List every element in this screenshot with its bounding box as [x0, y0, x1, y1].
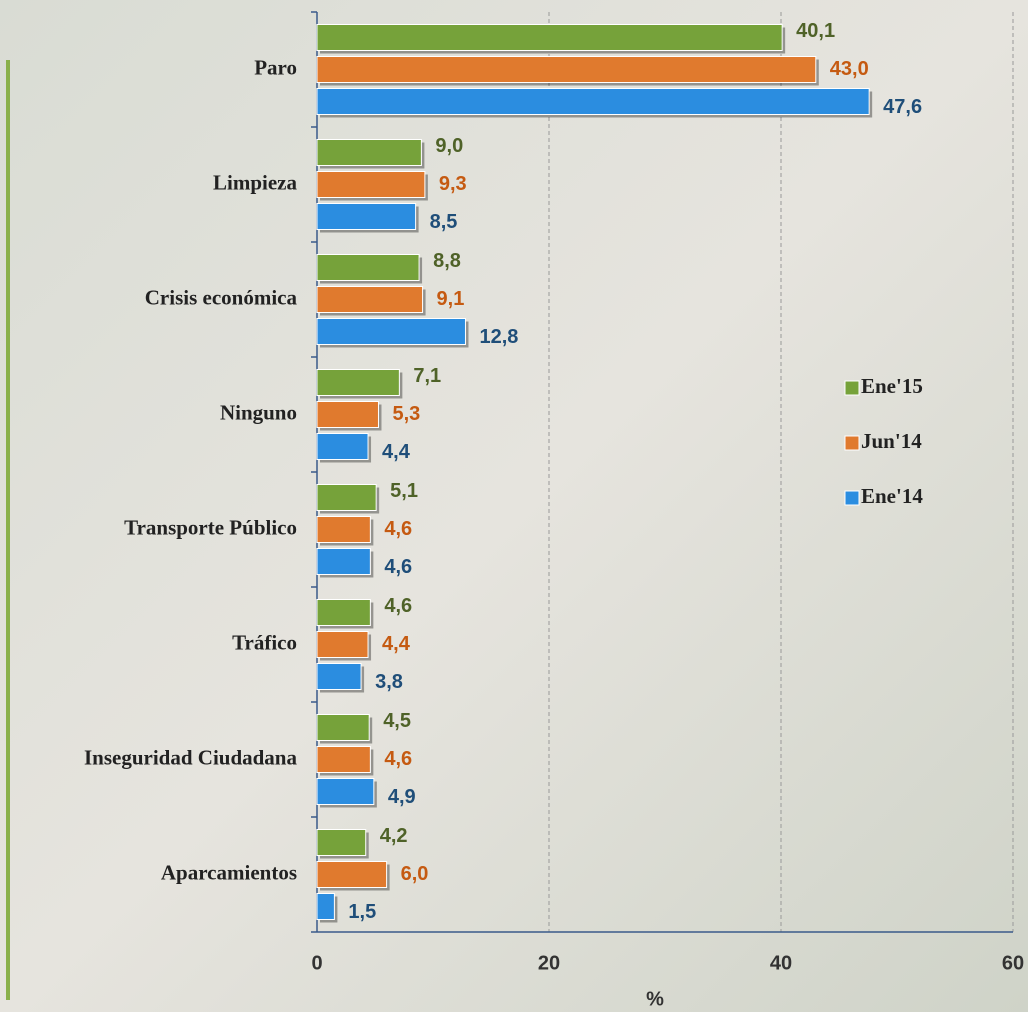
value-label: 4,6	[384, 595, 412, 617]
value-label: 4,6	[384, 556, 412, 578]
legend-label: Ene'15	[861, 374, 923, 398]
category-label: Aparcamientos	[161, 860, 297, 884]
bar	[316, 484, 377, 511]
legend-swatch	[844, 490, 860, 506]
value-label: 3,8	[375, 671, 403, 693]
x-tick-label: 40	[770, 952, 792, 974]
category-label: Ninguno	[220, 400, 297, 424]
value-label: 43,0	[830, 58, 869, 80]
legend-swatch	[844, 435, 860, 451]
bar	[316, 24, 783, 51]
value-label: 47,6	[883, 96, 922, 118]
value-label: 4,6	[384, 518, 412, 540]
value-label: 9,0	[435, 135, 463, 157]
value-label: 4,4	[382, 441, 411, 463]
bar	[316, 318, 466, 345]
category-label: Limpieza	[213, 170, 297, 194]
bar	[316, 631, 369, 658]
value-label: 4,4	[382, 633, 411, 655]
legend-label: Ene'14	[861, 484, 923, 508]
value-label: 6,0	[401, 863, 429, 885]
value-label: 8,5	[430, 211, 458, 233]
value-label: 12,8	[479, 326, 518, 348]
category-label: Paro	[254, 55, 297, 79]
value-label: 4,5	[383, 710, 411, 732]
bar	[316, 829, 367, 856]
value-label: 4,6	[384, 748, 412, 770]
legend-label: Jun'14	[861, 429, 922, 453]
legend-swatch	[844, 380, 860, 396]
value-label: 7,1	[413, 365, 441, 387]
bar	[316, 663, 362, 690]
bar	[316, 56, 817, 83]
value-label: 9,1	[437, 288, 465, 310]
category-label: Tráfico	[232, 630, 297, 654]
bar	[316, 714, 370, 741]
bar	[316, 88, 870, 115]
category-label: Transporte Público	[124, 515, 297, 539]
bar	[316, 548, 371, 575]
value-label: 40,1	[796, 20, 835, 42]
bar	[316, 171, 426, 198]
value-label: 8,8	[433, 250, 461, 272]
value-label: 5,1	[390, 480, 418, 502]
x-axis-label: %	[646, 988, 664, 1010]
bar	[316, 254, 420, 281]
bar	[316, 203, 417, 230]
bar	[316, 401, 379, 428]
bar	[316, 746, 371, 773]
bar	[316, 433, 369, 460]
value-label: 9,3	[439, 173, 467, 195]
bar	[316, 778, 375, 805]
bar	[316, 369, 400, 396]
value-label: 4,2	[380, 825, 408, 847]
x-tick-label: 20	[538, 952, 560, 974]
bar	[316, 286, 424, 313]
x-tick-label: 60	[1002, 952, 1024, 974]
bar	[316, 861, 388, 888]
category-label: Crisis económica	[145, 285, 298, 309]
value-label: 4,9	[388, 786, 416, 808]
value-label: 1,5	[348, 901, 376, 923]
value-label: 5,3	[392, 403, 420, 425]
bar	[316, 139, 422, 166]
bar	[316, 599, 371, 626]
bar	[316, 893, 335, 920]
category-label: Inseguridad Ciudadana	[84, 745, 298, 769]
x-tick-label: 0	[311, 952, 322, 974]
accent-bar	[6, 60, 10, 1000]
bar	[316, 516, 371, 543]
